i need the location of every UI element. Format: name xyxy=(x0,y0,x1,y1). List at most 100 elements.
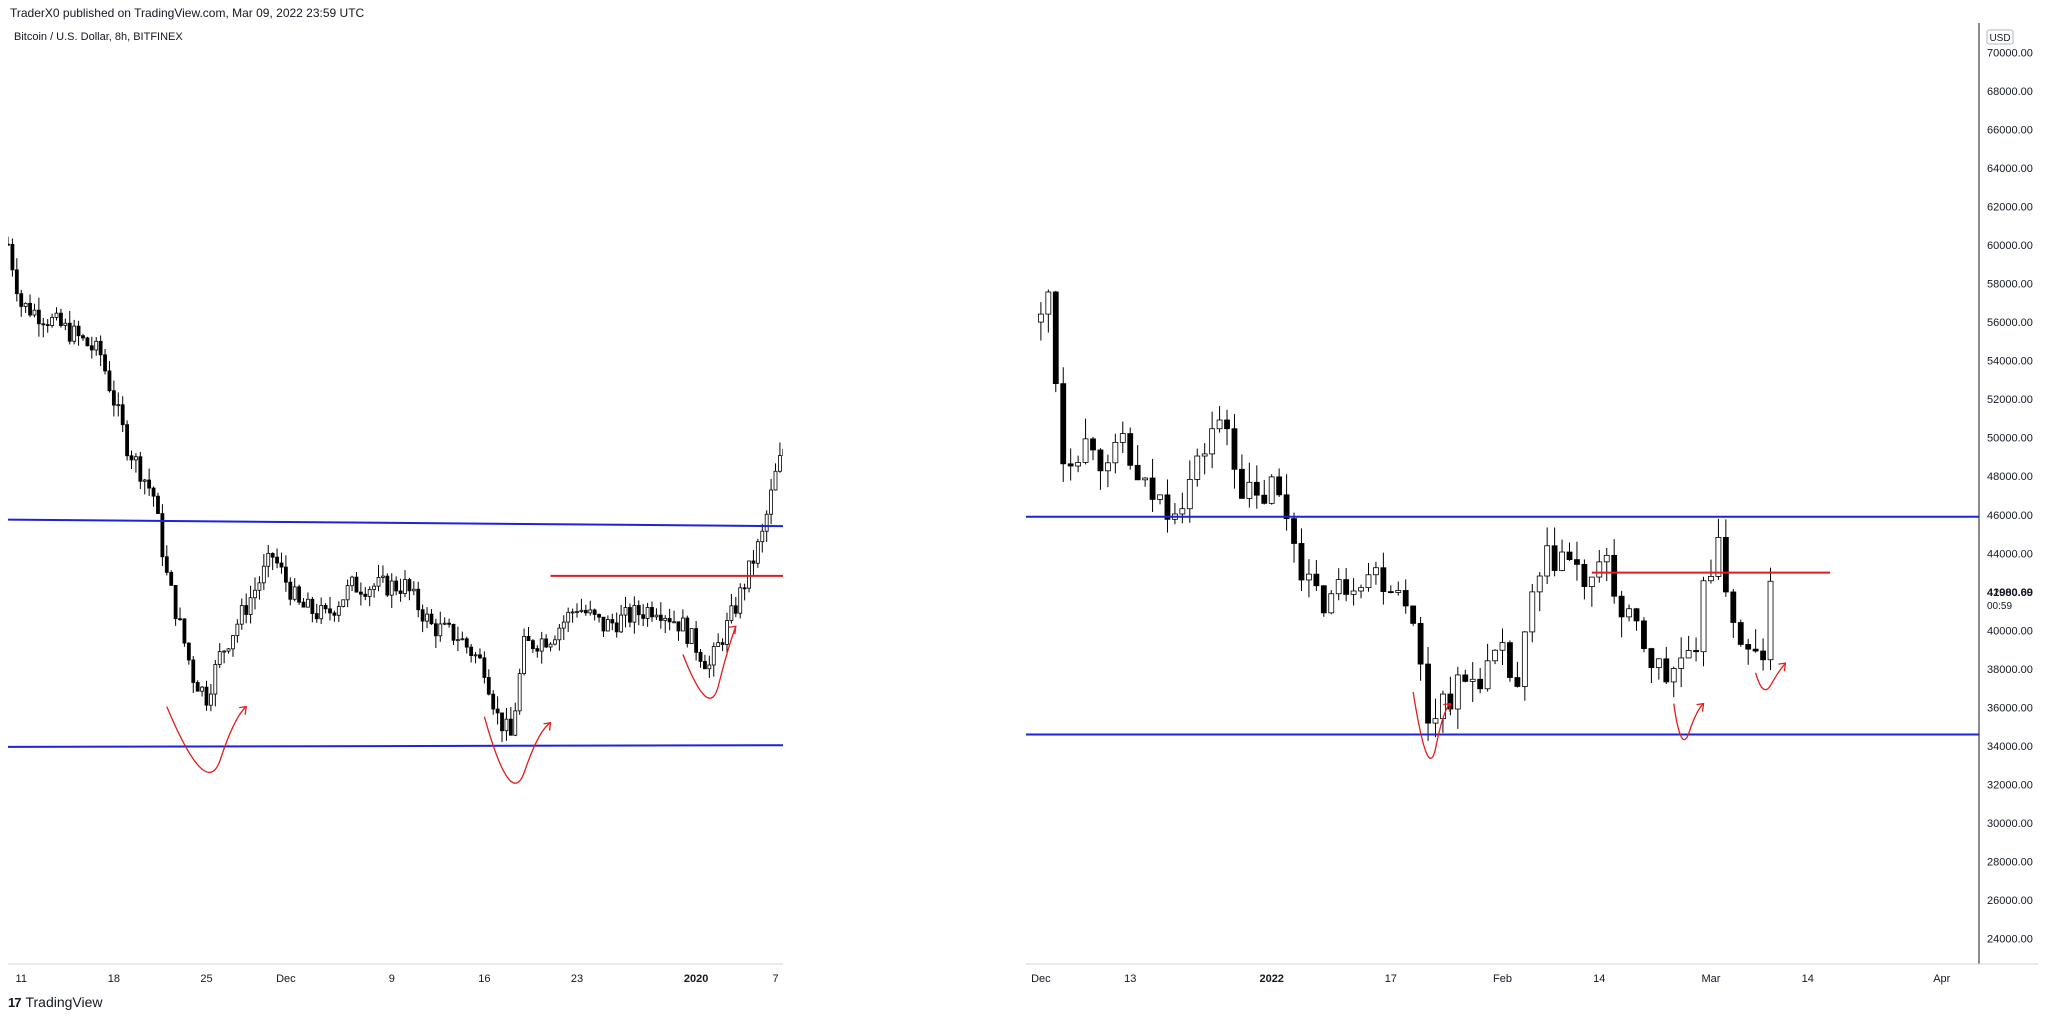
candle-body xyxy=(336,606,341,616)
candle-body xyxy=(1224,419,1230,430)
tradingview-logo-icon: 17 xyxy=(8,994,22,1010)
candle xyxy=(1581,559,1588,600)
candle-body xyxy=(1067,463,1074,467)
candle xyxy=(1246,462,1253,508)
candle-body xyxy=(601,616,606,632)
candle xyxy=(645,602,650,627)
candle xyxy=(1745,638,1752,665)
candle xyxy=(261,554,266,591)
candle-body xyxy=(231,635,235,650)
candle-body xyxy=(773,470,778,491)
candle xyxy=(464,636,469,654)
arrow-head xyxy=(728,625,737,635)
candle-body xyxy=(125,424,129,457)
candle-body xyxy=(760,530,765,543)
x-tick-label: 14 xyxy=(1593,973,1605,985)
candle-body xyxy=(425,613,429,622)
candle xyxy=(694,621,699,661)
candle xyxy=(411,581,416,596)
candle xyxy=(1402,579,1409,614)
candle xyxy=(1536,572,1543,612)
candle xyxy=(460,631,465,641)
candle-body xyxy=(1142,477,1149,481)
candle-body xyxy=(1544,545,1551,577)
candle xyxy=(14,258,19,302)
candle-body xyxy=(50,317,55,326)
candle-body xyxy=(672,621,676,624)
candle-body xyxy=(319,605,324,620)
candlestick-chart-right: USD 70000.00 68000.00 66000.00 64000.00 62000… xyxy=(1026,23,2038,985)
candle xyxy=(605,615,610,632)
candle xyxy=(433,618,438,649)
x-tick-label: Feb xyxy=(1493,973,1512,985)
candle xyxy=(548,642,553,652)
candle xyxy=(729,593,734,624)
candle xyxy=(553,635,557,646)
candle-body xyxy=(478,654,482,659)
arrow-head xyxy=(239,705,247,715)
candle-body xyxy=(81,335,85,339)
candle xyxy=(367,586,372,607)
candle-body xyxy=(1075,462,1082,467)
candle-body xyxy=(1492,649,1498,662)
candle-body xyxy=(535,648,540,652)
candle-body xyxy=(1410,605,1417,624)
candle-body xyxy=(411,588,416,592)
candle xyxy=(1253,465,1260,509)
candle xyxy=(1172,503,1178,525)
candle-body xyxy=(769,489,773,515)
candle-body xyxy=(41,323,46,326)
candle xyxy=(619,604,624,633)
candle xyxy=(438,611,443,642)
candle xyxy=(575,603,579,618)
candle xyxy=(1529,583,1536,643)
x-tick-label: 23 xyxy=(571,973,583,985)
y-tick-label: 66000.00 xyxy=(1987,124,2033,136)
candle xyxy=(1641,617,1647,653)
candle xyxy=(19,289,24,317)
candle xyxy=(1224,409,1230,446)
chart-pane-right[interactable]: USD 70000.00 68000.00 66000.00 64000.00 62000… xyxy=(1026,23,2038,988)
candle xyxy=(1142,477,1149,487)
y-tick-label: 68000.00 xyxy=(1987,86,2033,98)
candle xyxy=(1112,433,1119,474)
candle-body xyxy=(235,623,240,636)
candle xyxy=(1670,666,1677,698)
candle-body xyxy=(495,708,500,714)
x-tick-label: 18 xyxy=(108,973,120,985)
candle-body xyxy=(36,309,41,325)
candle xyxy=(372,583,377,598)
candle-body xyxy=(138,456,143,482)
x-tick-label: Mar xyxy=(1701,973,1720,985)
candle-body xyxy=(72,325,77,342)
chart-pane-left[interactable]: USD10000.09800.09600.09400.09200.09000.0… xyxy=(6,23,1048,988)
candle xyxy=(500,712,504,742)
candle xyxy=(341,599,346,608)
candle xyxy=(129,450,134,470)
candle-body xyxy=(658,614,663,621)
candle xyxy=(1231,414,1238,489)
candle xyxy=(1082,418,1089,465)
candle-body xyxy=(28,302,32,316)
candle xyxy=(1343,568,1350,602)
candle xyxy=(164,545,169,576)
y-tick-label: 50000.00 xyxy=(1987,433,2033,445)
candle-body xyxy=(486,677,491,695)
candle-body xyxy=(301,601,306,608)
candle xyxy=(610,613,615,631)
x-tick-label: 2020 xyxy=(684,973,708,985)
candle-body xyxy=(226,648,231,652)
candle-body xyxy=(517,673,522,712)
candle-body xyxy=(632,605,637,623)
candle-body xyxy=(1246,481,1253,499)
y-tick-label: 34000.00 xyxy=(1987,741,2033,753)
candle-body xyxy=(398,590,403,594)
candle xyxy=(429,609,434,625)
candle-body xyxy=(1477,678,1484,690)
candle xyxy=(1320,585,1327,617)
candle xyxy=(1760,638,1766,671)
y-tick-label: 56000.00 xyxy=(1987,317,2033,329)
candle-body xyxy=(1328,593,1335,614)
candle-body xyxy=(385,575,390,596)
candle xyxy=(1127,427,1134,470)
